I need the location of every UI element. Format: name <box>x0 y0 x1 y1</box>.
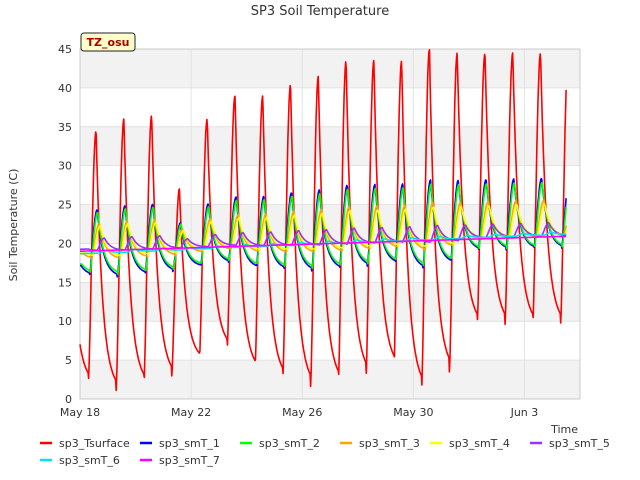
x-axis-label: Time <box>550 423 578 436</box>
series-line-sp3_smT_7 <box>79 235 567 252</box>
x-axis-ticks: May 18 May 22 May 26 May 30 Jun 3 <box>60 406 538 419</box>
plot-band <box>80 360 580 399</box>
series-line-sp3_smT_4 <box>79 203 567 257</box>
x-tick-label: Jun 3 <box>510 406 539 419</box>
y-tick-label: 30 <box>58 160 72 173</box>
plot-band <box>80 49 580 88</box>
site-badge: TZ_osu <box>80 32 136 52</box>
y-axis-label: Soil Temperature (C) <box>7 169 20 282</box>
site-badge-label: TZ_osu <box>87 36 130 49</box>
plot-band <box>80 126 580 166</box>
plot-band <box>80 282 580 322</box>
legend-label: sp3_smT_3 <box>359 437 420 450</box>
y-tick-label: 20 <box>58 237 72 250</box>
y-axis-ticks: 0 5 10 15 20 25 30 35 40 45 <box>58 43 72 406</box>
chart-title: SP3 Soil Temperature <box>251 4 389 19</box>
x-tick-label: May 30 <box>393 406 433 419</box>
legend-label: sp3_smT_2 <box>259 437 320 450</box>
legend-label: sp3_Tsurface <box>59 437 130 450</box>
x-tick-label: May 18 <box>60 406 100 419</box>
x-tick-label: May 22 <box>171 406 211 419</box>
legend-label: sp3_smT_6 <box>59 454 120 467</box>
y-tick-label: 40 <box>58 82 72 95</box>
series-line-sp3_Tsurface <box>79 49 567 392</box>
legend-label: sp3_smT_4 <box>449 437 510 450</box>
y-tick-label: 5 <box>65 354 72 367</box>
series-layer <box>79 49 567 392</box>
y-tick-label: 25 <box>58 199 72 212</box>
x-tick-label: May 26 <box>282 406 322 419</box>
legend-label: sp3_smT_7 <box>159 454 220 467</box>
y-tick-label: 10 <box>58 315 72 328</box>
legend-label: sp3_smT_5 <box>549 437 610 450</box>
y-tick-label: 45 <box>58 43 72 56</box>
y-tick-label: 15 <box>58 276 72 289</box>
legend: sp3_Tsurface sp3_smT_1 sp3_smT_2 sp3_smT_3 s… <box>40 437 610 467</box>
plot-frame <box>79 48 581 400</box>
y-tick-label: 0 <box>65 393 72 406</box>
legend-label: sp3_smT_1 <box>159 437 220 450</box>
y-tick-label: 35 <box>58 121 72 134</box>
plot-background <box>80 49 580 399</box>
